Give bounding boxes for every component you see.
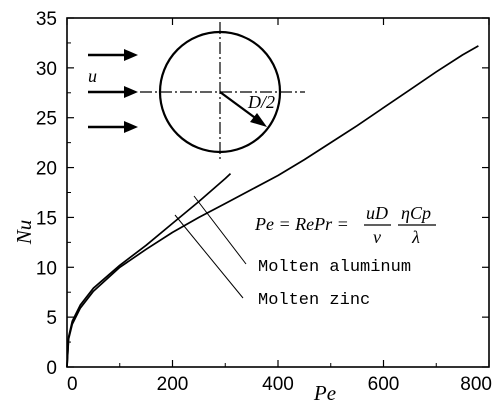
axes	[66, 17, 490, 368]
flow-arrowhead-top	[124, 49, 138, 61]
peclet-equation: Pe = RePr = uD ν ηCp λ	[254, 203, 436, 247]
y-tick-label: 5	[46, 308, 57, 329]
x-tick-label: 800	[460, 374, 492, 395]
x-tick-label: 200	[157, 374, 189, 395]
series-line-aluminum	[66, 45, 479, 368]
equation-frac2-denominator: λ	[411, 227, 420, 247]
x-tick-label: 600	[368, 374, 400, 395]
equation-frac2-numerator: ηCp	[401, 203, 431, 223]
y-axis-label: Nu	[12, 220, 36, 246]
series-line-zinc	[66, 172, 232, 368]
leader-line-zinc	[174, 214, 244, 299]
y-tick-label: 10	[36, 258, 57, 279]
flow-arrows	[88, 49, 138, 133]
equation-frac1-numerator: uD	[366, 203, 388, 223]
radius-arrow	[219, 91, 259, 121]
x-axis-label: Pe	[313, 381, 336, 402]
flow-arrowhead-bottom	[124, 121, 138, 133]
plot-frame	[66, 17, 490, 368]
y-tick-label: 25	[36, 109, 57, 130]
equation-lhs: Pe = RePr =	[254, 214, 349, 234]
radius-arrowhead	[250, 113, 267, 127]
x-ticks: 0 200 400 600 800	[66, 18, 492, 395]
y-tick-label: 30	[36, 59, 57, 80]
y-tick-label: 20	[36, 159, 57, 180]
series-label-zinc: Molten zinc	[258, 291, 370, 310]
y-tick-label: 0	[46, 358, 57, 379]
leader-line-aluminum	[193, 195, 247, 265]
equation-frac1-denominator: ν	[373, 227, 381, 247]
y-tick-label: 15	[36, 208, 57, 229]
x-tick-label: 400	[262, 374, 294, 395]
flow-velocity-label: u	[88, 66, 97, 86]
flow-arrowhead-middle	[124, 86, 138, 98]
series-label-aluminum: Molten aluminum	[258, 258, 411, 277]
y-ticks: 0 5 10 15 20 25 30 35	[36, 9, 489, 379]
radius-label: D/2	[247, 92, 275, 112]
series-group	[66, 45, 479, 368]
y-tick-label: 35	[36, 9, 57, 30]
x-tick-label: 0	[67, 374, 78, 395]
